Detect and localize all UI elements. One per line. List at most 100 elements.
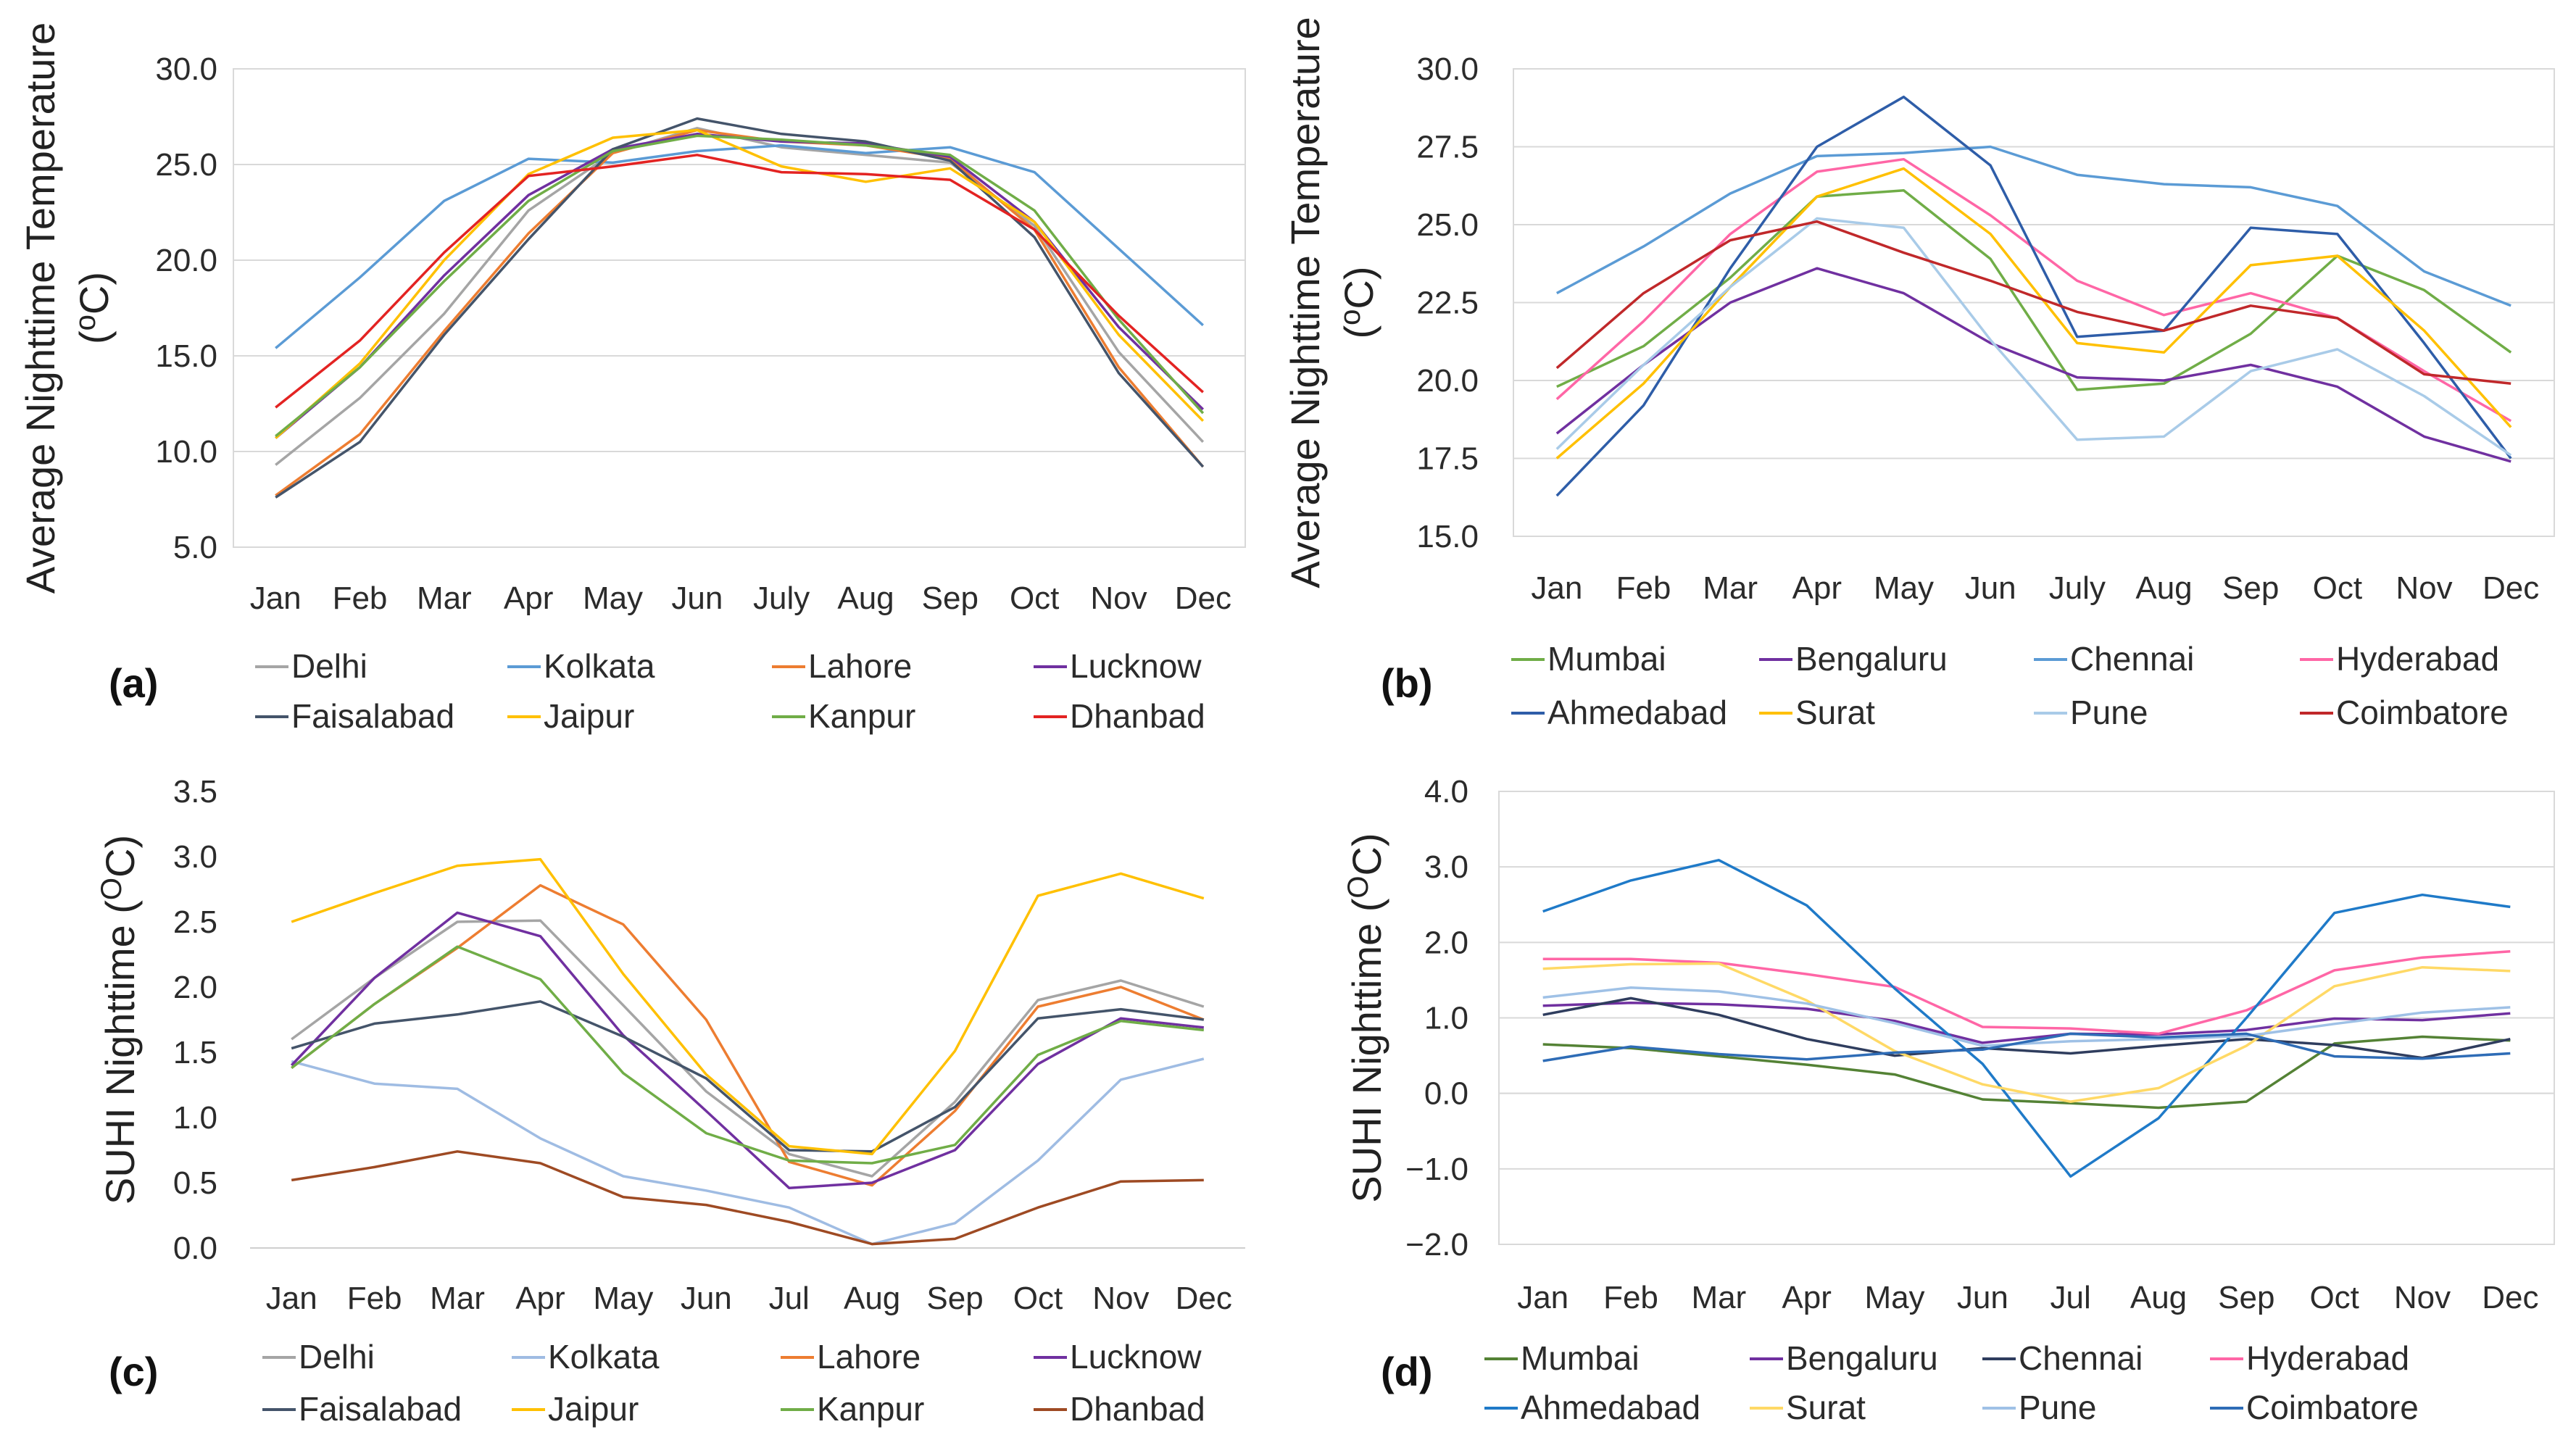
x-tick-label: Oct xyxy=(2309,1280,2359,1315)
y-axis-unit: ( xyxy=(1336,325,1382,339)
series-line-coimbatore xyxy=(1542,1032,2511,1062)
series-line-chennai xyxy=(1555,145,2511,307)
series-line-faisalabad xyxy=(291,1000,1205,1153)
legend-item: Jaipur xyxy=(512,1390,639,1428)
x-tick-label: Aug xyxy=(837,581,894,616)
series-line-jaipur xyxy=(291,857,1205,1156)
series-line-ahmedabad xyxy=(1542,859,2511,1178)
plot-area-border xyxy=(1513,68,2555,537)
y-tick-label: 3.0 xyxy=(173,839,217,875)
legend-label: Coimbatore xyxy=(2246,1389,2419,1426)
legend-item: Hyderabad xyxy=(2300,640,2499,678)
legend-item: Chennai xyxy=(2034,640,2194,678)
series-line-faisalabad xyxy=(275,117,1205,499)
x-tick-label: Apr xyxy=(1792,570,1842,606)
y-axis-unit-sup: o xyxy=(1334,309,1366,325)
x-tick-label: Jan xyxy=(250,581,302,616)
x-tick-label: Dec xyxy=(1176,1281,1232,1316)
x-tick-label: Mar xyxy=(1691,1280,1746,1315)
x-tick-label: July xyxy=(2049,570,2106,606)
series-line-bengaluru xyxy=(1555,267,2511,463)
x-tick-label: Aug xyxy=(844,1281,900,1316)
legend-label: Faisalabad xyxy=(299,1390,462,1428)
x-tick-label: Jun xyxy=(671,581,723,616)
x-tick-label: Oct xyxy=(1013,1281,1063,1316)
x-tick-label: Oct xyxy=(2313,570,2362,606)
y-tick-label: −1.0 xyxy=(1405,1152,1468,1187)
y-axis-label: SUHI Nighttime (OC) xyxy=(1342,833,1389,1202)
x-tick-label: Mar xyxy=(1703,570,1758,606)
series-line-hyderabad xyxy=(1542,950,2511,1036)
legend-label: Lucknow xyxy=(1070,647,1202,685)
legend-item: Delhi xyxy=(262,1338,375,1376)
x-tick-label: Feb xyxy=(333,581,388,616)
legend-item: Kanpur xyxy=(781,1390,924,1428)
legend-item: Delhi xyxy=(255,647,367,685)
y-tick-label: 3.0 xyxy=(1424,849,1468,885)
legend-label: Dhanbad xyxy=(1070,1390,1205,1428)
y-tick-label: −2.0 xyxy=(1405,1227,1468,1262)
legend-label: Surat xyxy=(1786,1389,1866,1426)
x-tick-label: Feb xyxy=(347,1281,402,1316)
y-tick-label: 27.5 xyxy=(1416,130,1479,165)
y-axis-unit-rest: C) xyxy=(1344,833,1389,875)
x-tick-label: Mar xyxy=(417,581,472,616)
y-axis-label: Average Nighttime Temperature (oC) xyxy=(17,22,117,594)
x-tick-label: Sep xyxy=(926,1281,983,1316)
y-tick-label: 20.0 xyxy=(1416,363,1479,399)
x-tick-label: May xyxy=(583,581,643,616)
x-tick-label: Jun xyxy=(1957,1280,2008,1315)
series-line-ahmedabad xyxy=(1555,95,2512,497)
series-line-surat xyxy=(1555,167,2512,459)
legend-label: Ahmedabad xyxy=(1547,694,1727,731)
x-tick-label: Jan xyxy=(1517,1280,1569,1315)
series-line-lucknow xyxy=(290,911,1204,1189)
legend-item: Coimbatore xyxy=(2210,1389,2419,1426)
x-tick-label: May xyxy=(1874,570,1934,606)
x-tick-label: July xyxy=(753,581,810,616)
y-tick-label: 2.0 xyxy=(1424,925,1468,960)
x-tick-label: Sep xyxy=(2218,1280,2274,1315)
series-line-jaipur xyxy=(275,128,1205,439)
legend-label: Lahore xyxy=(808,647,912,685)
x-tick-label: May xyxy=(1864,1280,1924,1315)
y-axis-unit-sup: O xyxy=(1342,875,1374,898)
series-line-kanpur xyxy=(291,945,1204,1165)
series-line-pune xyxy=(1542,986,2511,1047)
series-line-lahore xyxy=(275,128,1205,497)
x-tick-label: Sep xyxy=(922,581,979,616)
series-line-coimbatore xyxy=(1555,220,2511,386)
y-axis-unit-rest: C) xyxy=(71,272,117,315)
y-tick-label: 1.0 xyxy=(173,1100,217,1136)
x-tick-label: Jun xyxy=(681,1281,732,1316)
legend-item: Lucknow xyxy=(1034,647,1202,685)
series-line-delhi xyxy=(291,919,1205,1178)
y-axis-unit-sup: O xyxy=(96,878,128,900)
y-tick-label: 30.0 xyxy=(1416,51,1479,87)
legend-item: Kolkata xyxy=(507,647,655,685)
x-tick-label: Jan xyxy=(266,1281,317,1316)
x-tick-label: Jul xyxy=(769,1281,810,1316)
legend-label: Jaipur xyxy=(548,1390,639,1428)
x-tick-label: Sep xyxy=(2222,570,2279,606)
x-tick-label: Apr xyxy=(1782,1280,1831,1315)
x-tick-label: Nov xyxy=(1092,1281,1149,1316)
y-axis-unit-rest: C) xyxy=(97,835,143,878)
y-tick-label: 0.0 xyxy=(1424,1076,1468,1112)
y-tick-label: 2.0 xyxy=(173,970,217,1005)
x-tick-label: Nov xyxy=(1090,581,1147,616)
legend-label: Bengaluru xyxy=(1786,1339,1938,1377)
legend-item: Bengaluru xyxy=(1750,1339,1938,1377)
panel-label: (b) xyxy=(1381,660,1433,706)
series-line-kanpur xyxy=(275,134,1205,438)
legend-label: Jaipur xyxy=(544,697,634,735)
chart-panel-a: 5.0 10.0 15.0 20.0 25.0 30.0 Jan Feb Mar Apr May Ju… xyxy=(17,22,1246,735)
y-tick-label: 30.0 xyxy=(155,51,217,87)
legend-item: Hyderabad xyxy=(2210,1339,2409,1377)
x-tick-label: Nov xyxy=(2394,1280,2451,1315)
legend-label: Coimbatore xyxy=(2336,694,2509,731)
y-axis-title: SUHI Nighttime ( xyxy=(97,900,143,1204)
legend-label: Delhi xyxy=(299,1338,375,1376)
y-tick-label: 15.0 xyxy=(1416,519,1479,554)
y-tick-label: 3.5 xyxy=(173,774,217,810)
